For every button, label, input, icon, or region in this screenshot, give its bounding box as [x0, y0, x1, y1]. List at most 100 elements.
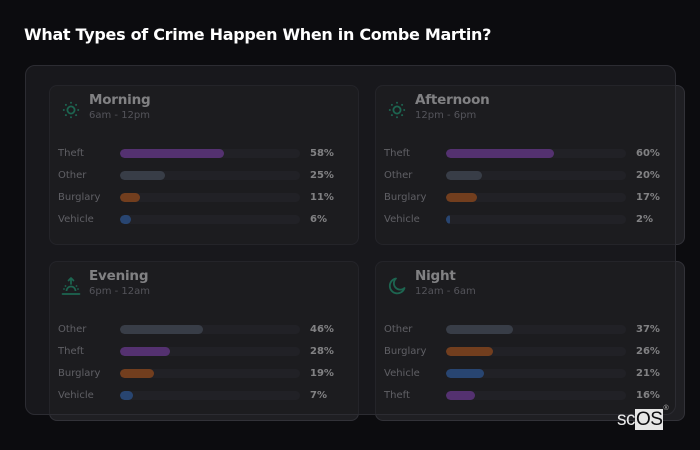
logo-sc-text: sc [617, 409, 636, 430]
crime-type-label: Theft [384, 148, 410, 159]
crime-row-other: Other 37% [383, 323, 684, 345]
crime-type-label: Vehicle [58, 390, 94, 401]
bar-track [120, 149, 300, 158]
registered-mark: ® [663, 404, 669, 412]
bar-fill [446, 193, 477, 202]
bar-fill [120, 215, 131, 224]
crime-type-label: Other [58, 324, 87, 335]
crime-type-label: Burglary [384, 192, 427, 203]
bar-track [446, 369, 626, 378]
crime-percentage: 46% [310, 324, 334, 335]
card-time-range: 12am - 6am [415, 286, 476, 297]
crime-row-theft: Theft 58% [57, 147, 358, 169]
crime-percentage: 11% [310, 192, 334, 203]
crime-type-label: Other [384, 170, 413, 181]
bar-fill [446, 171, 482, 180]
bar-fill [120, 325, 203, 334]
crime-type-label: Vehicle [58, 214, 94, 225]
bar-track [446, 171, 626, 180]
crime-row-other: Other 20% [383, 169, 684, 191]
crime-percentage: 2% [636, 214, 653, 225]
crime-bars: Other 37% Burglary 26% Vehicle 21% Theft… [383, 323, 684, 411]
bar-track [120, 325, 300, 334]
bar-fill [120, 369, 155, 378]
bar-fill [446, 369, 484, 378]
bar-track [120, 193, 300, 202]
card-time-range: 6am - 12pm [89, 110, 151, 121]
crime-row-vehicle: Vehicle 2% [383, 213, 684, 235]
crime-bars: Other 46% Theft 28% Burglary 19% Vehicle… [57, 323, 358, 411]
crime-percentage: 7% [310, 390, 327, 401]
logo-os-text: OS [635, 409, 664, 430]
bar-fill [120, 391, 133, 400]
crime-type-label: Burglary [58, 192, 101, 203]
crime-percentage: 26% [636, 346, 660, 357]
card-time-range: 6pm - 12am [89, 286, 151, 297]
bar-track [120, 369, 300, 378]
bar-track [446, 325, 626, 334]
crime-row-theft: Theft 16% [383, 389, 684, 411]
crime-bars: Theft 60% Other 20% Burglary 17% Vehicle… [383, 147, 684, 235]
sun-icon [61, 100, 81, 120]
card-title: Morning [89, 92, 151, 108]
bar-fill [120, 347, 171, 356]
sunset-icon [61, 276, 81, 296]
crime-row-vehicle: Vehicle 7% [57, 389, 358, 411]
bar-fill [446, 215, 450, 224]
crime-type-label: Theft [58, 148, 84, 159]
bar-track [446, 149, 626, 158]
crime-row-burglary: Burglary 11% [57, 191, 358, 213]
bar-track [120, 347, 300, 356]
crime-type-label: Theft [384, 390, 410, 401]
page-title: What Types of Crime Happen When in Combe… [24, 25, 492, 44]
moon-icon [387, 276, 407, 296]
bar-fill [446, 347, 493, 356]
bar-track [446, 193, 626, 202]
bar-track [446, 347, 626, 356]
bar-track [120, 215, 300, 224]
crime-bars: Theft 58% Other 25% Burglary 11% Vehicle… [57, 147, 358, 235]
bar-track [446, 391, 626, 400]
time-card-morning: Morning 6am - 12pm Theft 58% Other 25% Bu… [49, 85, 359, 245]
crime-percentage: 19% [310, 368, 334, 379]
time-card-night: Night 12am - 6am Other 37% Burglary 26% V… [375, 261, 685, 421]
crime-percentage: 20% [636, 170, 660, 181]
bar-track [120, 391, 300, 400]
crime-row-theft: Theft 28% [57, 345, 358, 367]
crime-percentage: 17% [636, 192, 660, 203]
crime-percentage: 37% [636, 324, 660, 335]
bar-fill [446, 391, 475, 400]
crime-percentage: 28% [310, 346, 334, 357]
crime-type-label: Theft [58, 346, 84, 357]
bar-fill [446, 149, 554, 158]
bar-fill [120, 193, 140, 202]
crime-row-burglary: Burglary 17% [383, 191, 684, 213]
bar-track [120, 171, 300, 180]
crime-percentage: 21% [636, 368, 660, 379]
scos-logo: scOS® [617, 405, 669, 431]
bar-fill [446, 325, 513, 334]
crime-percentage: 60% [636, 148, 660, 159]
card-title: Afternoon [415, 92, 490, 108]
card-time-range: 12pm - 6pm [415, 110, 477, 121]
crime-row-other: Other 46% [57, 323, 358, 345]
crime-row-burglary: Burglary 19% [57, 367, 358, 389]
crime-percentage: 6% [310, 214, 327, 225]
crime-row-vehicle: Vehicle 6% [57, 213, 358, 235]
bar-fill [120, 171, 165, 180]
sun-icon [387, 100, 407, 120]
crime-type-label: Burglary [58, 368, 101, 379]
bar-fill [120, 149, 225, 158]
crime-percentage: 58% [310, 148, 334, 159]
crime-row-vehicle: Vehicle 21% [383, 367, 684, 389]
crime-row-other: Other 25% [57, 169, 358, 191]
crime-type-label: Vehicle [384, 214, 420, 225]
crime-percentage: 16% [636, 390, 660, 401]
crime-percentage: 25% [310, 170, 334, 181]
card-title: Evening [89, 268, 149, 284]
crime-row-theft: Theft 60% [383, 147, 684, 169]
card-title: Night [415, 268, 456, 284]
crime-type-label: Vehicle [384, 368, 420, 379]
time-card-afternoon: Afternoon 12pm - 6pm Theft 60% Other 20% … [375, 85, 685, 245]
crime-type-label: Other [384, 324, 413, 335]
